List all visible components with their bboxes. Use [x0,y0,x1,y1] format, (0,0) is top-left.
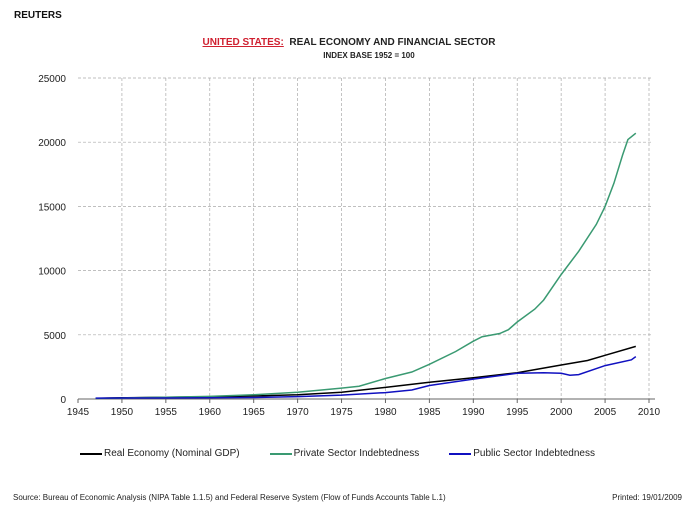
series-line-2 [95,355,637,399]
printed-date: Printed: 19/01/2009 [612,493,682,502]
x-tick-label: 1985 [418,407,441,418]
y-tick-label: 15000 [38,202,66,213]
legend-swatch [269,452,292,455]
series-line-1 [95,132,637,400]
x-tick-label: 1975 [330,407,353,418]
x-tick-label: 1950 [111,407,134,418]
y-tick-label: 5000 [44,331,67,342]
legend-item-gdp: Real Economy (Nominal GDP) [80,448,240,459]
legend-item-private: Private Sector Indebtedness [269,448,420,459]
x-tick-label: 1945 [67,407,90,418]
x-tick-label: 1960 [199,407,222,418]
legend-label: Private Sector Indebtedness [293,448,420,459]
legend-swatch [80,452,102,455]
legend-swatch [449,452,472,455]
legend: Real Economy (Nominal GDP) Private Secto… [80,448,625,459]
chart-subtitle: INDEX BASE 1952 = 100 [323,51,415,60]
x-tick-label: 1955 [155,407,178,418]
legend-item-public: Public Sector Indebtedness [449,448,595,459]
x-tick-label: 1980 [374,407,397,418]
x-tick-label: 1995 [506,407,529,418]
chart-title: UNITED STATES: REAL ECONOMY AND FINANCIA… [0,37,698,48]
source-note: Source: Bureau of Economic Analysis (NIP… [13,493,446,502]
x-tick-label: 2005 [594,407,617,418]
legend-label: Real Economy (Nominal GDP) [104,448,240,459]
y-tick-label: 0 [60,395,66,406]
title-text: REAL ECONOMY AND FINANCIAL SECTOR [289,37,496,48]
title-country: UNITED STATES: [202,37,284,48]
x-tick-label: 2010 [638,407,661,418]
brand-label: REUTERS [14,10,62,21]
x-tick-label: 1965 [243,407,266,418]
y-tick-label: 20000 [38,138,66,149]
x-tick-label: 2000 [550,407,573,418]
y-tick-label: 25000 [38,74,66,85]
legend-label: Public Sector Indebtedness [473,448,595,459]
x-tick-label: 1990 [462,407,485,418]
x-tick-label: 1970 [286,407,309,418]
y-tick-label: 10000 [38,267,66,278]
